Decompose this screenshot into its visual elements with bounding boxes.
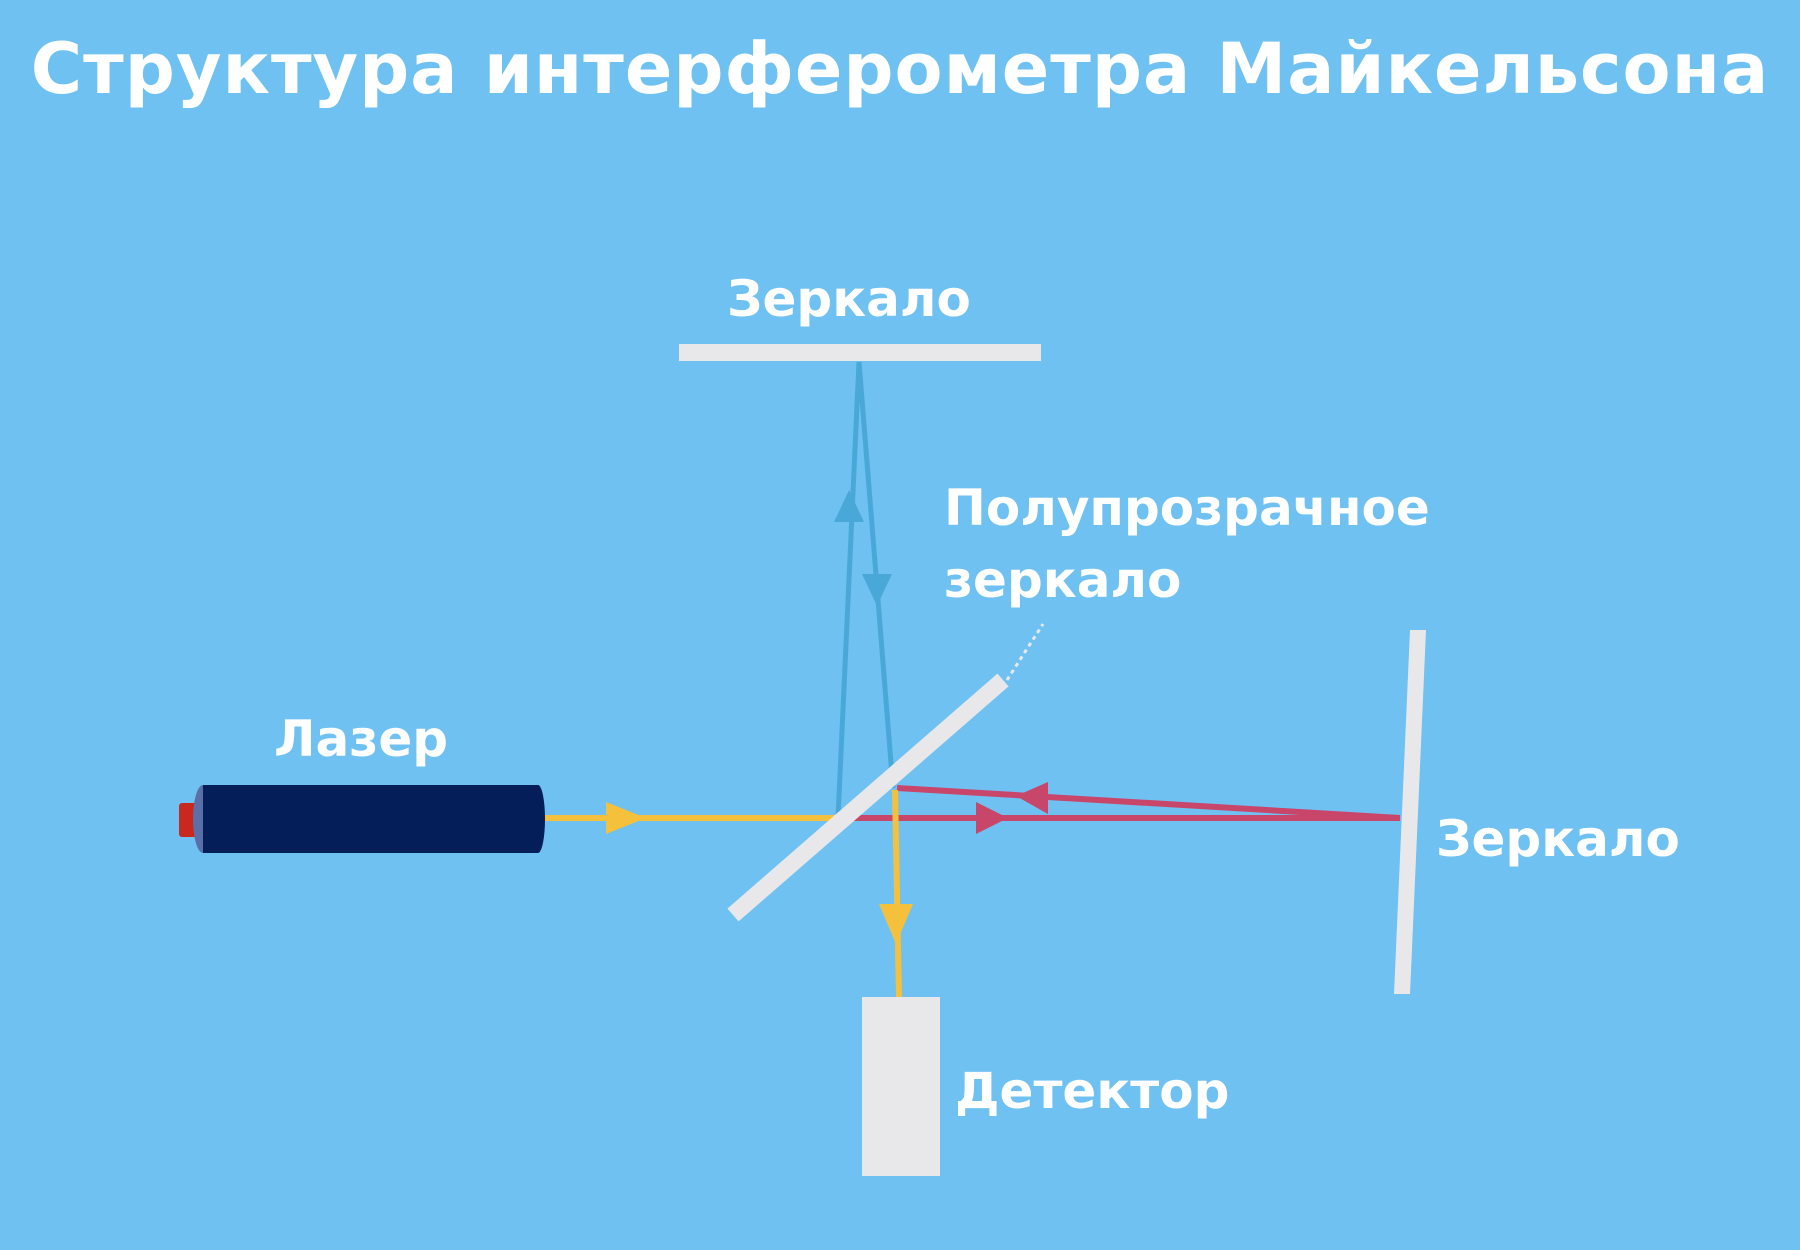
page-title: Структура интерферометра Майкельсона [30, 28, 1770, 110]
left-arrow-icon [1016, 782, 1048, 814]
laser-body [203, 785, 538, 853]
right-mirror [1394, 630, 1426, 994]
right-arrow-icon [606, 802, 646, 834]
splitter-leader-line [1005, 623, 1045, 681]
top-mirror-label: Зеркало [727, 270, 971, 328]
up-arrow-icon [834, 490, 864, 522]
right-arrow-icon [976, 802, 1008, 834]
beam-splitter-label-line1: Полупрозрачное [944, 479, 1430, 537]
beam-splitter [727, 673, 1009, 922]
laser [179, 785, 545, 853]
down-arrow-icon [879, 904, 913, 944]
laser-body-end [531, 785, 545, 853]
detector [862, 997, 940, 1176]
laser-label: Лазер [274, 710, 449, 768]
down-arrow-icon [862, 574, 892, 606]
horizontal-arm-beam [840, 782, 1401, 834]
right-mirror-label: Зеркало [1436, 810, 1680, 868]
beam-splitter-label: Полупрозрачное зеркало [944, 472, 1430, 616]
vertical-arm-beam [834, 361, 896, 819]
top-mirror [679, 344, 1041, 361]
source-beam [545, 789, 913, 999]
detector-label: Детектор [955, 1062, 1230, 1120]
beam-splitter-label-line2: зеркало [944, 551, 1182, 609]
